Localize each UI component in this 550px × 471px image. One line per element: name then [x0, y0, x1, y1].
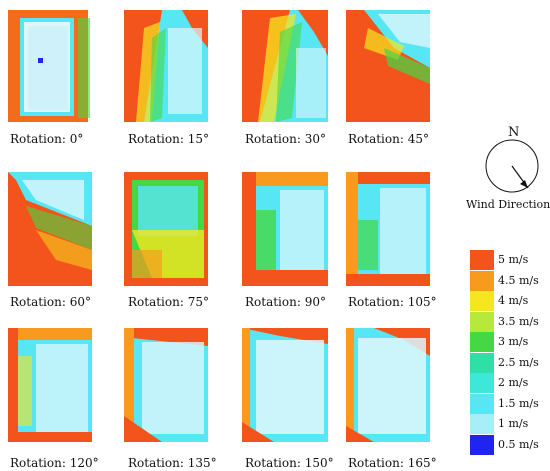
- wind-field-165: [346, 328, 430, 442]
- legend-item: 4.5 m/s: [470, 270, 550, 291]
- wind-field-120: [8, 328, 92, 442]
- legend-swatch: [470, 291, 494, 311]
- wind-field-30: [242, 10, 328, 122]
- wind-field-0: [8, 10, 90, 122]
- legend-label: 5 m/s: [498, 253, 529, 266]
- wind-field-45: [346, 10, 430, 122]
- caption-rotation-120: Rotation: 120°: [10, 456, 99, 470]
- compass-north-label: N: [508, 125, 519, 140]
- legend-swatch: [470, 414, 494, 434]
- wind-field-150: [242, 328, 328, 442]
- compass-icon: N: [485, 125, 539, 193]
- legend-item: 2.5 m/s: [470, 352, 550, 373]
- legend-swatch: [470, 250, 494, 270]
- caption-rotation-60: Rotation: 60°: [10, 295, 91, 309]
- panel-rotation-0: [6, 8, 98, 126]
- caption-rotation-150: Rotation: 150°: [245, 456, 334, 470]
- legend-swatch: [470, 270, 494, 291]
- panel-rotation-60: [6, 170, 98, 288]
- caption-rotation-15: Rotation: 15°: [128, 132, 209, 146]
- wind-direction-label: Wind Direction: [466, 198, 550, 211]
- wind-field-75: [124, 172, 208, 286]
- panel-rotation-150: [240, 326, 332, 444]
- caption-rotation-30: Rotation: 30°: [245, 132, 326, 146]
- legend-label: 4.5 m/s: [498, 273, 539, 287]
- legend-label: 3 m/s: [498, 335, 529, 348]
- caption-rotation-75: Rotation: 75°: [128, 295, 209, 309]
- wind-field-135: [124, 328, 208, 442]
- panel-rotation-90: [240, 170, 332, 288]
- panel-rotation-135: [122, 326, 214, 444]
- legend-item: 1.5 m/s: [470, 393, 550, 414]
- panel-rotation-165: [344, 326, 436, 444]
- legend-swatch: [470, 352, 494, 373]
- legend-label: 2 m/s: [498, 376, 529, 389]
- panel-rotation-45: [344, 8, 436, 126]
- legend-swatch: [470, 393, 494, 414]
- caption-rotation-90: Rotation: 90°: [245, 295, 326, 309]
- panel-rotation-15: [122, 8, 214, 126]
- caption-rotation-165: Rotation: 165°: [348, 456, 437, 470]
- legend-label: 2.5 m/s: [498, 355, 539, 369]
- legend-swatch: [470, 434, 494, 455]
- caption-rotation-45: Rotation: 45°: [348, 132, 429, 146]
- legend-swatch: [470, 311, 494, 332]
- legend-item: 1 m/s: [470, 414, 550, 434]
- wind-field-105: [346, 172, 430, 286]
- legend-label: 1 m/s: [498, 417, 529, 430]
- panel-rotation-30: [240, 8, 332, 126]
- panel-rotation-105: [344, 170, 436, 288]
- legend-label: 1.5 m/s: [498, 396, 539, 410]
- legend-item: 5 m/s: [470, 250, 550, 270]
- legend-label: 4 m/s: [498, 294, 529, 307]
- speed-legend: 5 m/s 4.5 m/s 4 m/s 3.5 m/s 3 m/s 2.5 m/s 2 m/…: [470, 250, 550, 460]
- legend-swatch: [470, 373, 494, 393]
- legend-item: 2 m/s: [470, 373, 550, 393]
- panel-rotation-120: [6, 326, 98, 444]
- caption-rotation-135: Rotation: 135°: [128, 456, 217, 470]
- wind-field-90: [242, 172, 328, 286]
- legend-swatch: [470, 332, 494, 352]
- legend-label: 3.5 m/s: [498, 314, 539, 328]
- legend-label: 0.5 m/s: [498, 437, 539, 451]
- legend-item: 4 m/s: [470, 291, 550, 311]
- wind-field-15: [124, 10, 208, 122]
- legend-item: 3 m/s: [470, 332, 550, 352]
- legend-item: 3.5 m/s: [470, 311, 550, 332]
- panel-rotation-75: [122, 170, 214, 288]
- caption-rotation-0: Rotation: 0°: [10, 132, 84, 146]
- wind-field-60: [8, 172, 92, 286]
- legend-item: 0.5 m/s: [470, 434, 550, 455]
- caption-rotation-105: Rotation: 105°: [348, 295, 437, 309]
